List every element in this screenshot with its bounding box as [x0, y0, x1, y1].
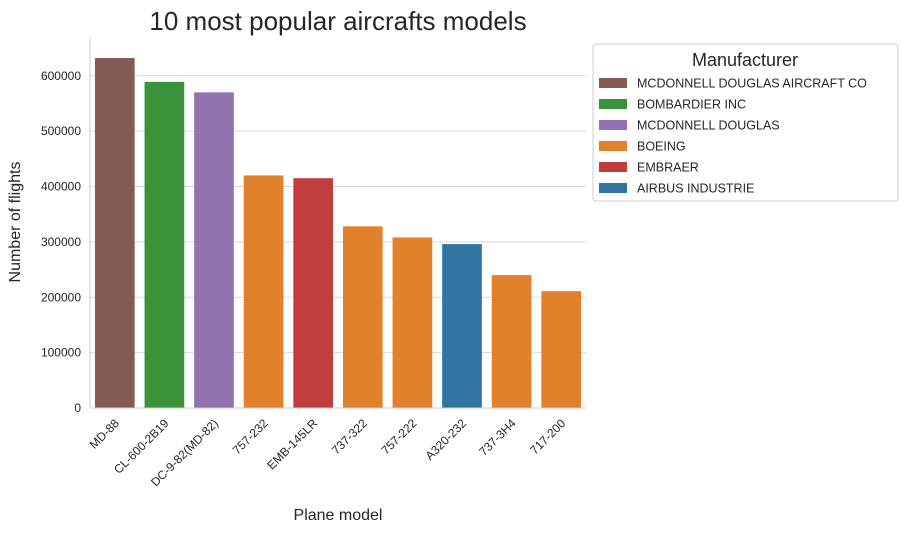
y-tick-label: 600000: [41, 69, 81, 83]
legend-swatch: [599, 162, 627, 172]
bar: [144, 81, 185, 409]
x-tick-label: 757-232: [230, 416, 271, 457]
y-axis-ticks: 0 100000 200000 300000 400000 500000 600000: [41, 69, 81, 415]
legend-swatch: [599, 78, 627, 88]
legend-frame: [592, 43, 899, 202]
legend-entry-label: MCDONNELL DOUGLAS AIRCRAFT CO: [637, 77, 867, 91]
legend-entry-label: AIRBUS INDUSTRIE: [637, 182, 754, 196]
axes: [89, 37, 586, 409]
legend-entry-label: BOMBARDIER INC: [637, 98, 746, 112]
bar: [293, 178, 334, 408]
legend-swatch: [599, 99, 627, 109]
x-tick-label: 757-222: [378, 416, 419, 457]
x-tick-label: 737-3H4: [476, 416, 519, 459]
y-tick-label: 200000: [41, 290, 81, 304]
x-tick-label: MD-88: [87, 416, 123, 452]
bar: [243, 175, 284, 408]
y-tick-label: 300000: [41, 235, 81, 249]
y-tick-label: 100000: [41, 346, 81, 360]
x-tick-label: EMB-145LR: [264, 416, 320, 472]
bar: [491, 275, 532, 408]
legend-entry-label: MCDONNELL DOUGLAS: [637, 119, 780, 133]
y-tick-label: 500000: [41, 124, 81, 138]
x-tick-label: A320-232: [422, 416, 469, 463]
bar: [342, 226, 383, 408]
y-tick-label: 400000: [41, 180, 81, 194]
bar: [194, 92, 234, 408]
legend: Manufacturer MCDONNELL DOUGLAS AIRCRAFT …: [592, 43, 899, 202]
chart-title: 10 most popular aircrafts models: [149, 6, 526, 36]
bar: [94, 58, 135, 409]
legend-swatch: [599, 183, 627, 193]
bar: [442, 244, 482, 408]
x-tick-label: 717-200: [527, 416, 568, 457]
x-axis-label: Plane model: [294, 507, 383, 524]
legend-title: Manufacturer: [692, 50, 798, 70]
bar: [541, 291, 582, 408]
bars: [94, 58, 582, 409]
legend-entry-label: BOEING: [637, 140, 686, 154]
x-tick-label: 737-322: [329, 416, 370, 457]
bar: [392, 237, 433, 408]
y-axis-label: Number of flights: [7, 162, 24, 283]
legend-swatch: [599, 120, 627, 130]
legend-entry-label: EMBRAER: [637, 161, 699, 175]
y-tick-label: 0: [74, 401, 81, 415]
legend-swatch: [599, 141, 627, 151]
